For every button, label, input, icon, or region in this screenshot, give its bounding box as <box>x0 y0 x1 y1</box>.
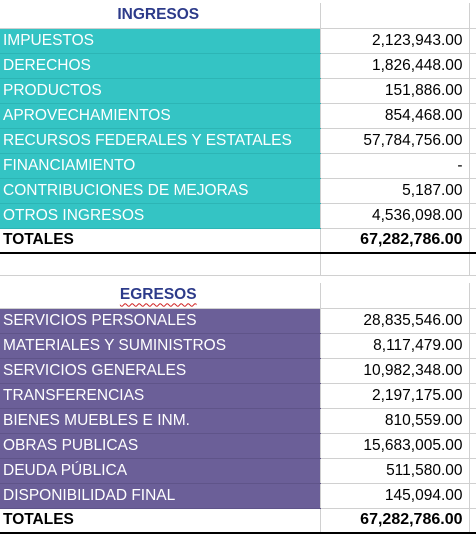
empty-cell[interactable] <box>468 408 476 434</box>
empty-cell[interactable] <box>468 53 476 79</box>
ingresos-header-row: INGRESOS <box>0 3 476 29</box>
table-row: RECURSOS FEDERALES Y ESTATALES 57,784,75… <box>0 128 476 154</box>
row-value[interactable]: 145,094.00 <box>319 483 469 509</box>
row-label[interactable]: SERVICIOS PERSONALES <box>0 308 320 334</box>
empty-cell[interactable] <box>468 153 476 179</box>
table-row: OBRAS PUBLICAS 15,683,005.00 <box>0 433 476 459</box>
row-value[interactable]: 15,683,005.00 <box>319 433 469 459</box>
row-label[interactable]: IMPUESTOS <box>0 28 320 54</box>
table-row: CONTRIBUCIONES DE MEJORAS 5,187.00 <box>0 178 476 204</box>
empty-cell[interactable] <box>468 78 476 104</box>
empty-cell[interactable] <box>468 203 476 229</box>
row-value[interactable]: 511,580.00 <box>319 458 469 484</box>
row-label[interactable]: DISPONIBILIDAD FINAL <box>0 483 320 509</box>
empty-cell[interactable] <box>468 458 476 484</box>
table-row: IMPUESTOS 2,123,943.00 <box>0 28 476 54</box>
row-label[interactable]: DEUDA PÚBLICA <box>0 458 320 484</box>
total-value[interactable]: 67,282,786.00 <box>319 507 469 534</box>
table-row: TRANSFERENCIAS 2,197,175.00 <box>0 383 476 409</box>
table-row: MATERIALES Y SUMINISTROS 8,117,479.00 <box>0 333 476 359</box>
empty-cell[interactable] <box>319 3 469 29</box>
row-value[interactable]: 5,187.00 <box>319 178 469 204</box>
row-value[interactable]: 8,117,479.00 <box>319 333 469 359</box>
row-value[interactable]: 1,826,448.00 <box>319 53 469 79</box>
empty-cell[interactable] <box>468 283 476 309</box>
ingresos-title[interactable]: INGRESOS <box>0 3 320 29</box>
empty-cell[interactable] <box>468 483 476 509</box>
row-label[interactable]: RECURSOS FEDERALES Y ESTATALES <box>0 128 320 154</box>
row-label-text: BIENES MUEBLES E INM. <box>3 411 190 429</box>
row-value[interactable]: 28,835,546.00 <box>319 308 469 334</box>
egresos-table: EGRESOS SERVICIOS PERSONALES 28,835,546.… <box>0 283 476 534</box>
empty-cell[interactable] <box>468 333 476 359</box>
table-row: DEUDA PÚBLICA 511,580.00 <box>0 458 476 484</box>
row-value[interactable]: 4,536,098.00 <box>319 203 469 229</box>
empty-cell[interactable] <box>468 103 476 129</box>
row-value[interactable]: 151,886.00 <box>319 78 469 104</box>
table-row: APROVECHAMIENTOS 854,468.00 <box>0 103 476 129</box>
row-value[interactable]: 2,123,943.00 <box>319 28 469 54</box>
empty-cell[interactable] <box>319 253 469 276</box>
table-row: SERVICIOS PERSONALES 28,835,546.00 <box>0 308 476 334</box>
egresos-title-text: EGRESOS <box>119 286 197 304</box>
empty-cell[interactable] <box>468 178 476 204</box>
empty-cell[interactable] <box>468 227 476 254</box>
table-row: PRODUCTOS 151,886.00 <box>0 78 476 104</box>
total-label[interactable]: TOTALES <box>0 227 320 254</box>
ingresos-total-row: TOTALES 67,282,786.00 <box>0 227 476 254</box>
empty-cell[interactable] <box>468 128 476 154</box>
table-row: DISPONIBILIDAD FINAL 145,094.00 <box>0 483 476 509</box>
row-value[interactable]: 10,982,348.00 <box>319 358 469 384</box>
empty-cell[interactable] <box>468 253 476 276</box>
row-label[interactable]: DERECHOS <box>0 53 320 79</box>
row-label[interactable]: TRANSFERENCIAS <box>0 383 320 409</box>
empty-cell[interactable] <box>468 383 476 409</box>
empty-cell[interactable] <box>468 358 476 384</box>
table-row: FINANCIAMIENTO - <box>0 153 476 179</box>
row-label[interactable]: OTROS INGRESOS <box>0 203 320 229</box>
row-value[interactable]: 810,559.00 <box>319 408 469 434</box>
table-row: BIENES MUEBLES E INM. 810,559.00 <box>0 408 476 434</box>
table-row: DERECHOS 1,826,448.00 <box>0 53 476 79</box>
egresos-title[interactable]: EGRESOS <box>0 283 320 309</box>
empty-cell[interactable] <box>468 433 476 459</box>
row-value[interactable]: - <box>319 153 469 179</box>
total-label[interactable]: TOTALES <box>0 507 320 534</box>
row-label[interactable]: APROVECHAMIENTOS <box>0 103 320 129</box>
row-label[interactable]: OBRAS PUBLICAS <box>0 433 320 459</box>
ingresos-table: INGRESOS IMPUESTOS 2,123,943.00 DERECHOS… <box>0 3 476 276</box>
row-label[interactable]: FINANCIAMIENTO <box>0 153 320 179</box>
row-label[interactable]: CONTRIBUCIONES DE MEJORAS <box>0 178 320 204</box>
empty-cell[interactable] <box>0 253 320 276</box>
row-value[interactable]: 2,197,175.00 <box>319 383 469 409</box>
egresos-total-row: TOTALES 67,282,786.00 <box>0 507 476 534</box>
empty-cell[interactable] <box>468 28 476 54</box>
table-row: SERVICIOS GENERALES 10,982,348.00 <box>0 358 476 384</box>
row-label[interactable]: BIENES MUEBLES E INM. <box>0 408 320 434</box>
spacer-row <box>0 253 476 276</box>
row-label[interactable]: PRODUCTOS <box>0 78 320 104</box>
row-label[interactable]: SERVICIOS GENERALES <box>0 358 320 384</box>
table-row: OTROS INGRESOS 4,536,098.00 <box>0 203 476 229</box>
empty-cell[interactable] <box>468 507 476 534</box>
row-label[interactable]: MATERIALES Y SUMINISTROS <box>0 333 320 359</box>
empty-cell[interactable] <box>468 308 476 334</box>
egresos-header-row: EGRESOS <box>0 283 476 309</box>
row-value[interactable]: 57,784,756.00 <box>319 128 469 154</box>
empty-cell[interactable] <box>468 3 476 29</box>
total-value[interactable]: 67,282,786.00 <box>319 227 469 254</box>
empty-cell[interactable] <box>319 283 469 309</box>
row-value[interactable]: 854,468.00 <box>319 103 469 129</box>
